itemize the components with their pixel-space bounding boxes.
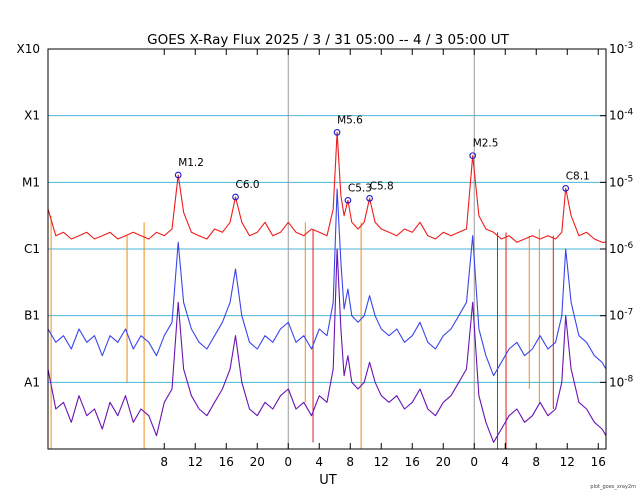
x-tick-label: 12 xyxy=(560,455,575,469)
flare-label: C8.1 xyxy=(566,170,590,182)
right-tick-label: 10-6 xyxy=(609,241,634,256)
flare-marker xyxy=(469,152,477,160)
x-tick-label: 0 xyxy=(470,455,478,469)
series-line-1 xyxy=(47,188,607,377)
x-tick-label: 12 xyxy=(188,455,203,469)
series-line-0 xyxy=(47,131,606,243)
flare-annotations-layer: M1.2 C6.0 M5.6 C5.3C5.8 M2.5 C8.1 xyxy=(174,114,590,204)
right-tick-label: 10-5 xyxy=(609,174,633,189)
x-tick-label: 8 xyxy=(532,455,540,469)
plot-credit: plot_goes_xray2m xyxy=(590,484,636,490)
class-label-c1: C1 xyxy=(24,242,40,256)
series-line-2 xyxy=(47,248,607,443)
flare-marker xyxy=(366,194,373,202)
x-tick-label: 8 xyxy=(160,455,168,469)
chart-title: GOES X-Ray Flux 2025 / 3 / 31 05:00 -- 4… xyxy=(147,32,509,48)
x-tick-label: 16 xyxy=(219,455,234,469)
class-label-m1: M1 xyxy=(22,175,40,189)
class-label-x10: X10 xyxy=(17,42,41,56)
x-tick-label: 12 xyxy=(374,455,389,469)
flare-marker xyxy=(344,196,352,204)
flare-label: C5.3 xyxy=(348,182,372,194)
flare-marker xyxy=(333,128,341,136)
x-tick-label: 4 xyxy=(501,455,509,469)
right-tick-label: 10-4 xyxy=(609,108,634,123)
x-tick-label: 20 xyxy=(436,455,451,469)
right-tick-label: 10-3 xyxy=(609,41,633,56)
x-axis-label: UT xyxy=(319,473,337,488)
class-label-a1: A1 xyxy=(24,375,40,389)
x-tick-label: 0 xyxy=(284,455,292,469)
class-label-x1: X1 xyxy=(24,109,40,123)
flare-label: C5.8 xyxy=(370,180,394,192)
class-label-b1: B1 xyxy=(24,309,40,323)
right-tick-label: 10-8 xyxy=(609,374,634,389)
right-tick-label: 10-7 xyxy=(609,308,633,323)
flare-label: M1.2 xyxy=(178,157,204,169)
x-tick-label: 8 xyxy=(346,455,354,469)
flare-marker xyxy=(232,193,239,201)
flare-marker xyxy=(174,171,182,179)
grid-layer xyxy=(48,49,606,449)
flare-label: C6.0 xyxy=(236,179,260,191)
x-tick-label: 4 xyxy=(315,455,323,469)
data-marks-layer xyxy=(47,131,607,449)
flare-label: M2.5 xyxy=(473,138,499,150)
axes-layer: X10 X1 M1 C1 B1 A1 10-3 10-4 10-5 10-6 10-7 10-8 8 12… xyxy=(17,41,634,469)
flare-label: M5.6 xyxy=(337,114,363,126)
x-tick-label: 16 xyxy=(405,455,420,469)
x-tick-label: 20 xyxy=(250,455,265,469)
x-tick-label: 16 xyxy=(591,455,606,469)
flare-marker xyxy=(562,184,570,192)
